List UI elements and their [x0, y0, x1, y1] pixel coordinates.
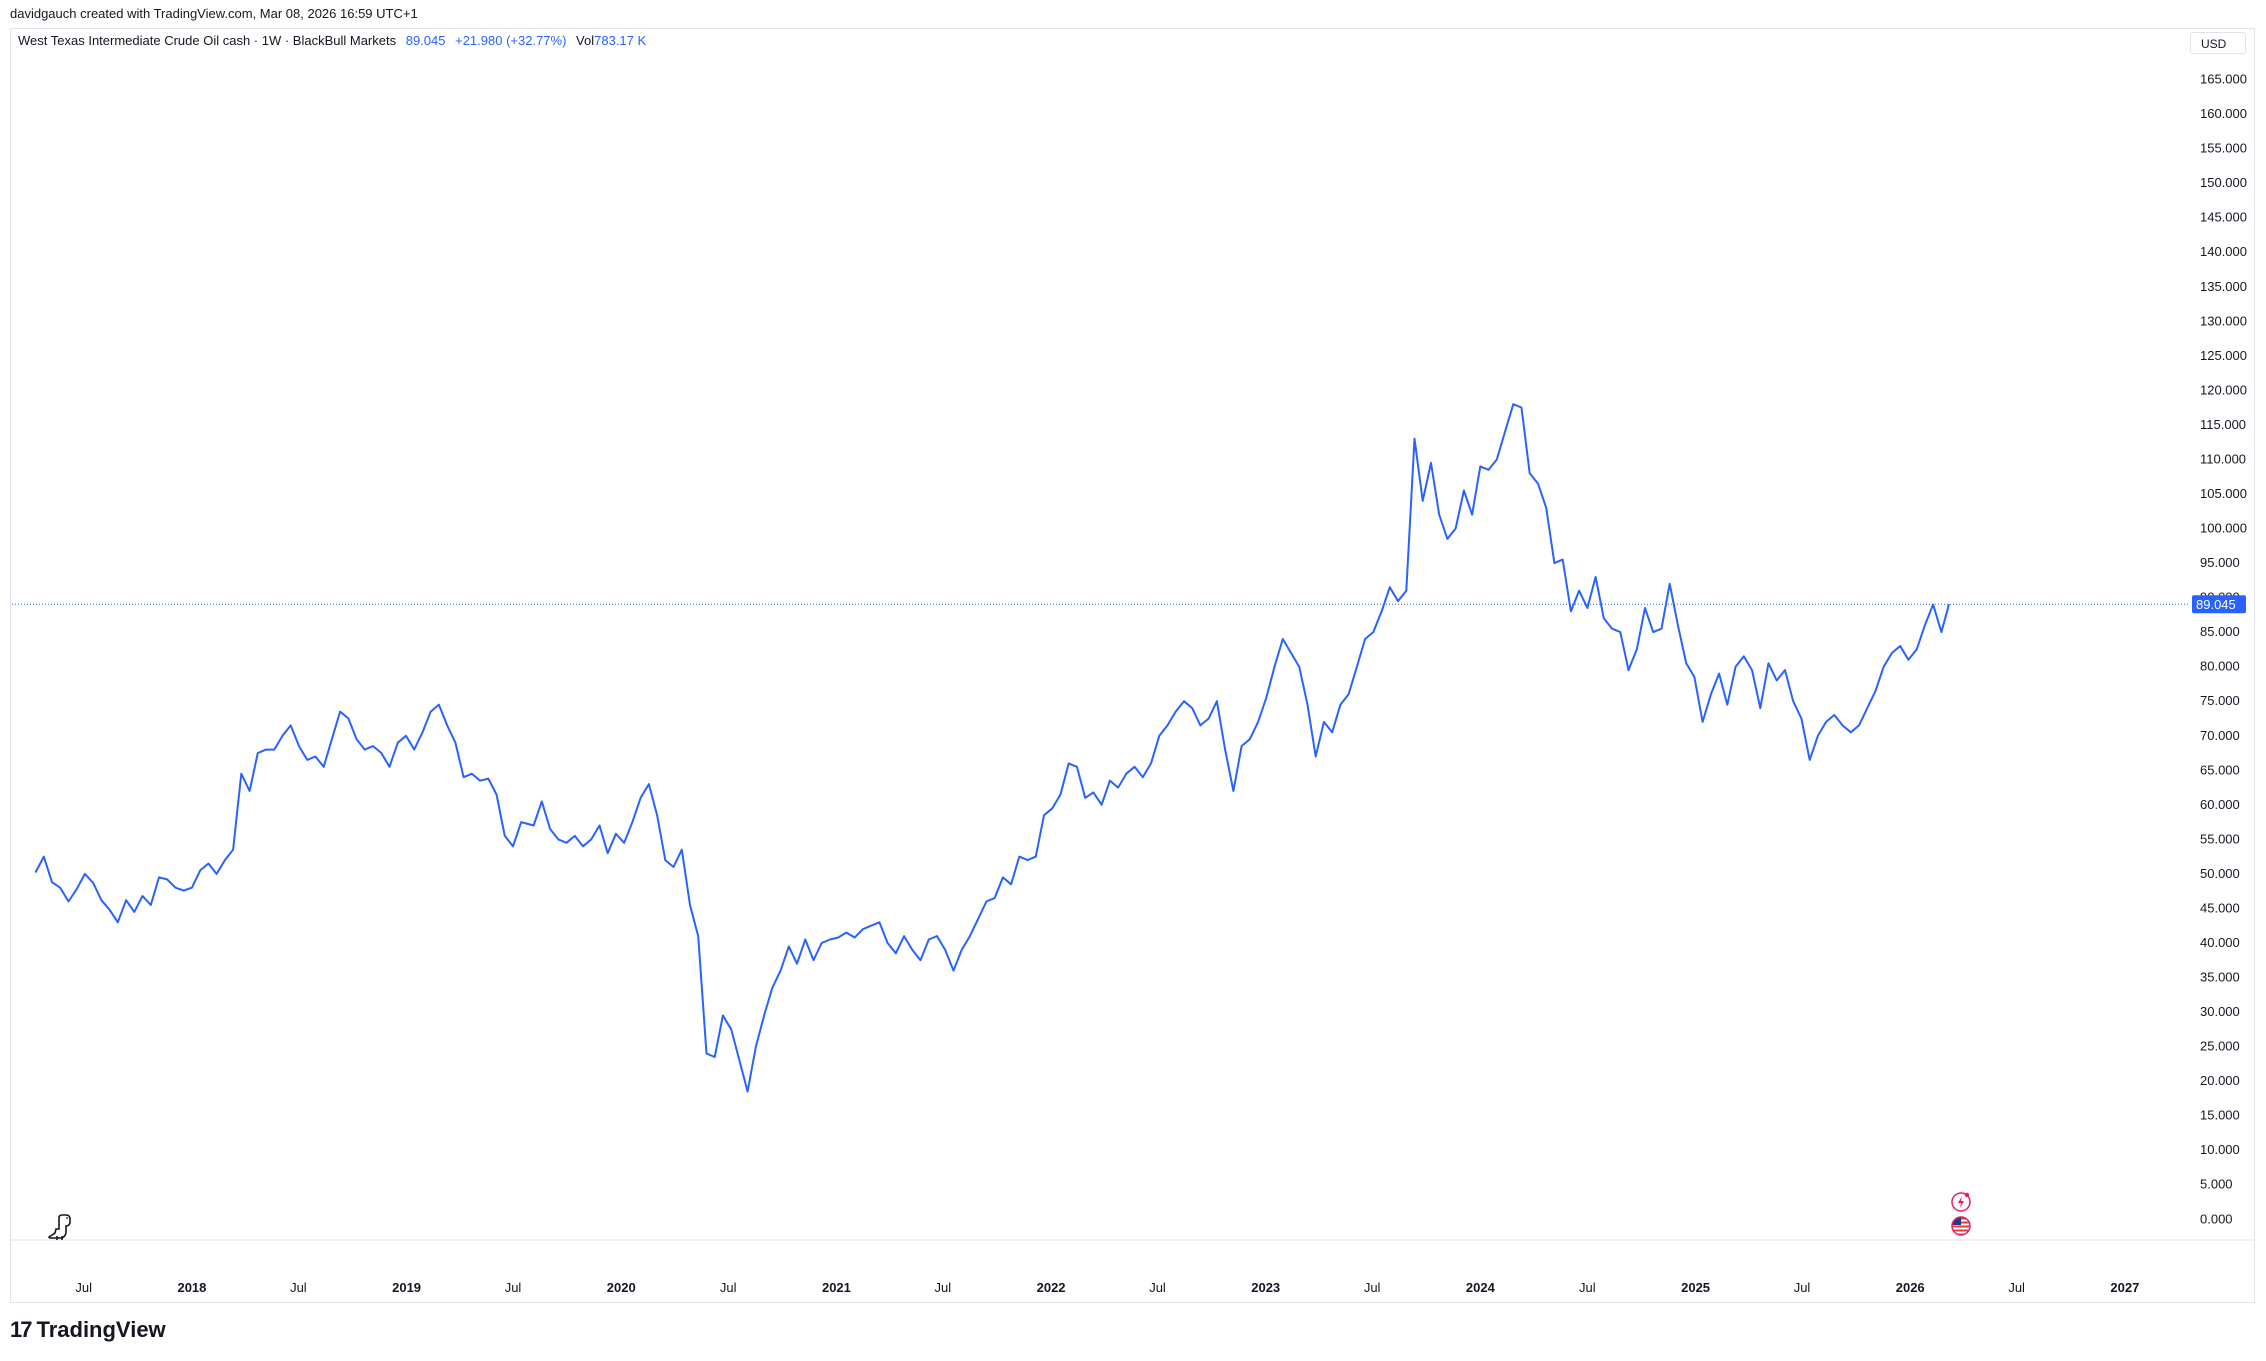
x-axis[interactable]: Jul 2018 Jul 2019 Jul 2020 Jul 2021 Jul 2022 Jul 20… — [75, 1280, 2139, 1295]
y-tick-label: 105.000 — [2200, 486, 2247, 501]
x-tick-label: 2019 — [392, 1280, 421, 1295]
x-tick-label: Jul — [2008, 1280, 2025, 1295]
y-tick-label: 50.000 — [2200, 866, 2240, 881]
chart-legend[interactable]: West Texas Intermediate Crude Oil cash ·… — [18, 33, 646, 48]
lightning-event-icon[interactable] — [1950, 1191, 1972, 1213]
legend-symbol: West Texas Intermediate Crude Oil cash ·… — [18, 33, 397, 48]
y-tick-label: 20.000 — [2200, 1073, 2240, 1088]
y-tick-label: 35.000 — [2200, 970, 2240, 985]
y-tick-label: 70.000 — [2200, 728, 2240, 743]
y-tick-label: 120.000 — [2200, 382, 2247, 397]
y-tick-label: 65.000 — [2200, 762, 2240, 777]
last-price-label: 89.045 — [2196, 597, 2236, 612]
y-axis[interactable]: 0.000 5.000 10.000 15.000 20.000 25.000 30.000… — [2200, 72, 2247, 1227]
x-tick-label: 2018 — [177, 1280, 206, 1295]
tradingview-wordmark: TradingView — [36, 1317, 166, 1342]
x-tick-label: Jul — [75, 1280, 92, 1295]
y-tick-label: 5.000 — [2200, 1177, 2233, 1192]
tradingview-mark-icon: 17 — [10, 1317, 33, 1342]
y-tick-label: 40.000 — [2200, 935, 2240, 950]
legend-price: 89.045 — [405, 33, 446, 48]
y-tick-label: 25.000 — [2200, 1039, 2240, 1054]
y-tick-label: 130.000 — [2200, 313, 2247, 328]
tradingview-logo[interactable]: 17 TradingView — [10, 1317, 166, 1343]
x-tick-label: Jul — [1364, 1280, 1381, 1295]
legend-volume-label: Vol — [576, 33, 595, 48]
y-tick-label: 155.000 — [2200, 141, 2247, 156]
y-tick-label: 145.000 — [2200, 210, 2247, 225]
y-tick-label: 75.000 — [2200, 693, 2240, 708]
y-tick-label: 55.000 — [2200, 831, 2240, 846]
x-tick-label: 2022 — [1037, 1280, 1066, 1295]
x-tick-label: 2020 — [607, 1280, 636, 1295]
x-tick-label: Jul — [935, 1280, 952, 1295]
us-flag-event-icon[interactable] — [1950, 1215, 1972, 1237]
last-price-badge: 89.045 — [2192, 595, 2246, 614]
y-tick-label: 140.000 — [2200, 244, 2247, 259]
chart-attribution: davidgauch created with TradingView.com,… — [10, 6, 418, 21]
y-tick-label: 85.000 — [2200, 624, 2240, 639]
y-tick-label: 45.000 — [2200, 900, 2240, 915]
x-tick-label: Jul — [1794, 1280, 1811, 1295]
y-tick-label: 135.000 — [2200, 279, 2247, 294]
y-tick-label: 15.000 — [2200, 1108, 2240, 1123]
legend-change: +21.980 (+32.77%) — [455, 33, 567, 48]
y-tick-label: 160.000 — [2200, 106, 2247, 121]
y-tick-label: 80.000 — [2200, 659, 2240, 674]
x-tick-label: 2026 — [1896, 1280, 1925, 1295]
y-tick-label: 150.000 — [2200, 175, 2247, 190]
y-tick-label: 115.000 — [2200, 417, 2246, 432]
y-tick-label: 60.000 — [2200, 797, 2240, 812]
x-tick-label: Jul — [1149, 1280, 1166, 1295]
dino-icon[interactable] — [47, 1212, 77, 1242]
x-tick-label: 2023 — [1251, 1280, 1280, 1295]
x-tick-label: 2021 — [822, 1280, 851, 1295]
x-tick-label: 2025 — [1681, 1280, 1710, 1295]
currency-selector[interactable]: USD — [2190, 32, 2246, 54]
x-tick-label: 2027 — [2110, 1280, 2139, 1295]
x-tick-label: Jul — [290, 1280, 307, 1295]
price-series-line — [34, 403, 1950, 1093]
y-tick-label: 165.000 — [2200, 72, 2247, 87]
y-tick-label: 110.000 — [2200, 451, 2246, 466]
y-tick-label: 0.000 — [2200, 1211, 2233, 1226]
y-tick-label: 30.000 — [2200, 1004, 2240, 1019]
chart-frame — [10, 28, 2255, 1303]
y-tick-label: 125.000 — [2200, 348, 2247, 363]
legend-volume-value: 783.17 K — [594, 33, 647, 48]
x-tick-label: Jul — [1579, 1280, 1596, 1295]
y-tick-label: 10.000 — [2200, 1142, 2240, 1157]
y-tick-label: 100.000 — [2200, 521, 2247, 536]
y-tick-label: 95.000 — [2200, 555, 2240, 570]
x-tick-label: Jul — [505, 1280, 522, 1295]
x-tick-label: 2024 — [1466, 1280, 1496, 1295]
x-tick-label: Jul — [720, 1280, 737, 1295]
